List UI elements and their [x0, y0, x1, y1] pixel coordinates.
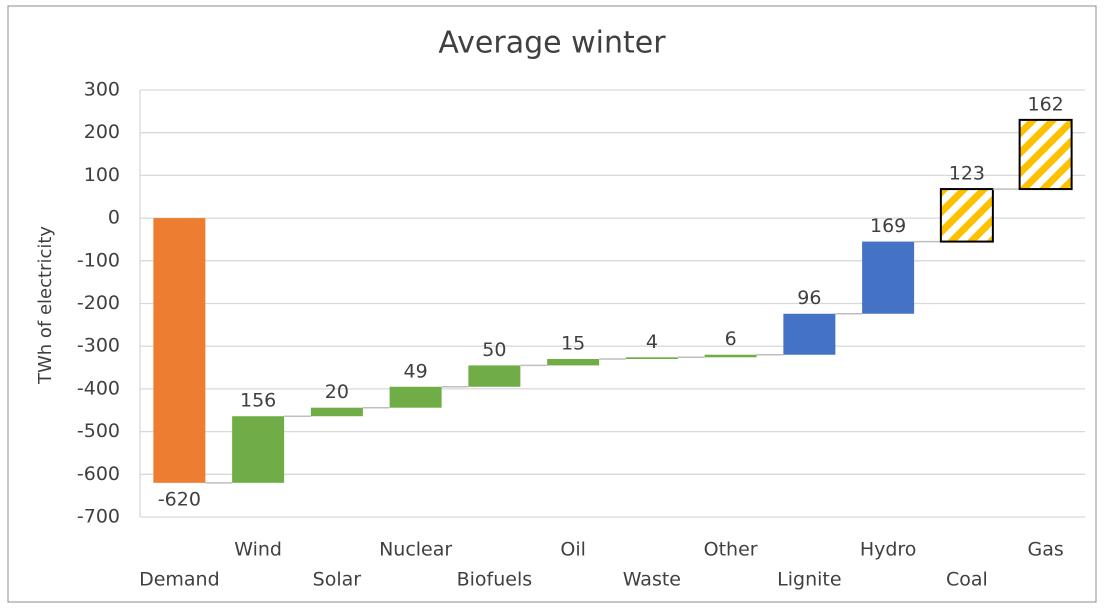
x-tick-label: Coal — [946, 569, 988, 591]
x-tick-label: Wind — [234, 539, 282, 561]
bar — [939, 188, 994, 243]
bar — [547, 359, 600, 366]
x-tick-label: Other — [704, 539, 758, 561]
y-tick-label: 0 — [108, 207, 120, 229]
data-label: 123 — [949, 163, 985, 185]
x-tick-label: Biofuels — [457, 569, 533, 591]
bar — [232, 416, 285, 483]
chart-title: Average winter — [438, 26, 666, 61]
y-tick-label: -700 — [77, 506, 120, 528]
data-label: 50 — [482, 339, 506, 361]
data-label: 4 — [646, 331, 658, 353]
y-tick-label: 300 — [84, 79, 120, 101]
data-label: 20 — [325, 381, 349, 403]
bar — [389, 386, 442, 408]
y-tick-label: -600 — [77, 463, 120, 485]
y-tick-label: -500 — [77, 420, 120, 442]
data-label: 49 — [404, 360, 428, 382]
y-tick-label: -200 — [77, 292, 120, 314]
x-tick-label: Waste — [623, 569, 681, 591]
bar — [625, 357, 678, 360]
x-tick-label: Gas — [1027, 539, 1063, 561]
data-label: 156 — [240, 390, 276, 412]
data-label: 169 — [870, 215, 906, 237]
y-tick-label: -100 — [77, 249, 120, 271]
x-tick-label: Lignite — [777, 569, 841, 591]
bar — [862, 241, 915, 314]
x-tick-label: Oil — [560, 539, 586, 561]
data-label: 96 — [797, 287, 821, 309]
x-tick-label: Demand — [139, 569, 220, 591]
y-tick-label: 200 — [84, 121, 120, 143]
x-tick-label: Nuclear — [379, 539, 452, 561]
y-tick-label: -400 — [77, 377, 120, 399]
data-label: -620 — [158, 488, 201, 510]
bar — [1018, 118, 1073, 191]
data-label: 6 — [725, 328, 737, 350]
y-tick-label: -300 — [77, 335, 120, 357]
data-label: 15 — [561, 333, 585, 355]
data-label: 162 — [1027, 93, 1063, 115]
x-tick-label: Solar — [313, 569, 362, 591]
bar — [310, 407, 363, 417]
bar — [468, 365, 521, 387]
y-axis-title: TWh of electricity — [35, 226, 56, 385]
x-tick-label: Hydro — [860, 539, 917, 561]
bar — [704, 354, 757, 358]
bar — [153, 218, 206, 483]
bar — [783, 313, 836, 355]
y-tick-label: 100 — [84, 164, 120, 186]
